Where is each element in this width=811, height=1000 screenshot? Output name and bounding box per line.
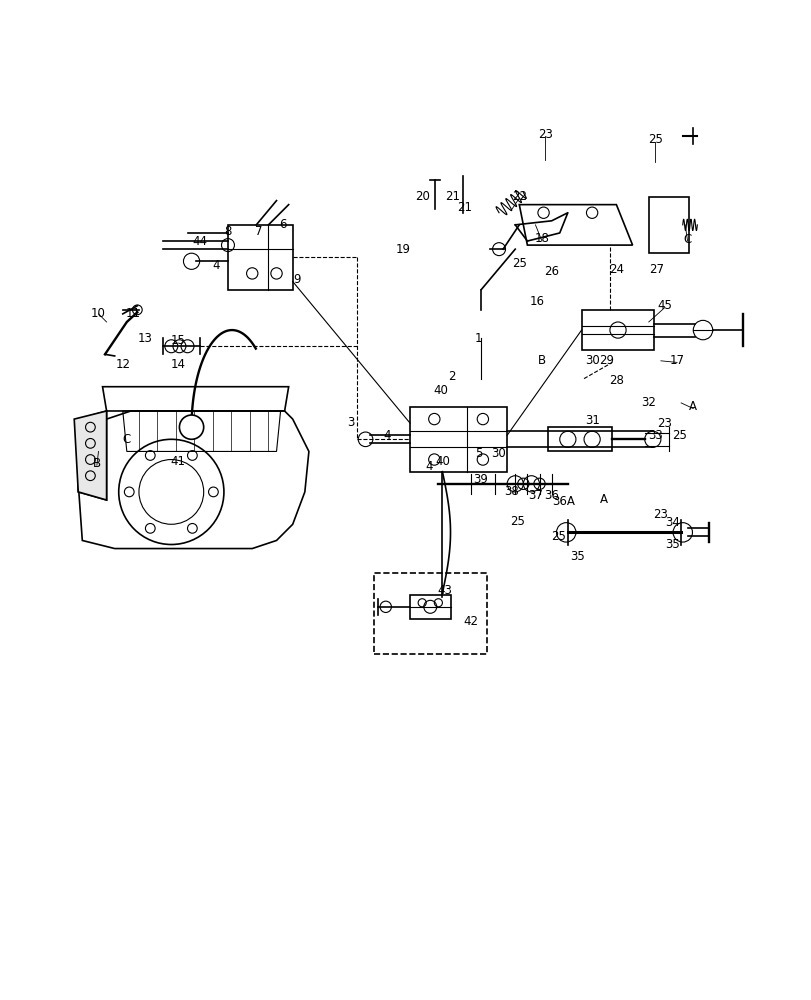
Text: 25: 25 (511, 257, 526, 270)
Text: 41: 41 (170, 455, 185, 468)
Text: B: B (537, 354, 545, 367)
Text: 7: 7 (255, 225, 262, 238)
Text: 17: 17 (669, 354, 684, 367)
Text: 39: 39 (473, 473, 487, 486)
Text: 23: 23 (537, 128, 552, 141)
Text: 4: 4 (424, 460, 432, 473)
Text: 30: 30 (584, 354, 599, 367)
Text: 15: 15 (170, 334, 185, 347)
Text: 5: 5 (474, 447, 482, 460)
Bar (373, 573, 487, 654)
Text: 28: 28 (608, 374, 623, 387)
Text: A: A (599, 493, 607, 506)
Text: 11: 11 (126, 307, 140, 320)
Text: 27: 27 (649, 263, 663, 276)
Polygon shape (74, 411, 106, 500)
Text: 8: 8 (224, 225, 231, 238)
Text: C: C (122, 433, 131, 446)
Text: C: C (683, 233, 691, 246)
Text: 29: 29 (599, 354, 613, 367)
Text: 36: 36 (543, 489, 559, 502)
Text: 38: 38 (503, 485, 518, 498)
Text: 1: 1 (474, 332, 482, 345)
Text: 32: 32 (641, 396, 655, 409)
Text: 26: 26 (543, 265, 559, 278)
Text: 21: 21 (445, 190, 460, 203)
Text: 14: 14 (170, 358, 185, 371)
Text: 18: 18 (534, 232, 549, 245)
Text: 33: 33 (647, 429, 662, 442)
Text: 4: 4 (212, 259, 219, 272)
Text: 6: 6 (279, 218, 286, 231)
Text: B: B (92, 457, 101, 470)
Text: 40: 40 (433, 384, 448, 397)
Text: 37: 37 (527, 489, 543, 502)
Text: 9: 9 (293, 273, 300, 286)
Text: 40: 40 (435, 455, 449, 468)
Text: 13: 13 (138, 332, 152, 345)
Text: 43: 43 (437, 584, 452, 597)
Text: 20: 20 (414, 190, 429, 203)
Text: 10: 10 (91, 307, 105, 320)
Text: 12: 12 (115, 358, 130, 371)
Text: 24: 24 (608, 263, 623, 276)
Text: 2: 2 (448, 370, 455, 383)
Text: 45: 45 (657, 299, 672, 312)
Text: 16: 16 (529, 295, 544, 308)
Text: 35: 35 (665, 538, 680, 551)
Text: 25: 25 (550, 530, 565, 543)
Text: 19: 19 (395, 243, 410, 256)
Text: 21: 21 (457, 201, 471, 214)
Text: 22: 22 (511, 190, 526, 203)
Text: 44: 44 (192, 235, 207, 248)
Text: 3: 3 (347, 416, 354, 429)
Text: 23: 23 (657, 417, 672, 430)
Text: 25: 25 (509, 515, 525, 528)
Text: 25: 25 (672, 429, 686, 442)
Text: A: A (689, 400, 697, 413)
Circle shape (179, 415, 204, 439)
Text: 36A: 36A (551, 495, 574, 508)
Text: 34: 34 (665, 516, 680, 529)
Text: 23: 23 (653, 508, 667, 521)
Text: 25: 25 (647, 133, 662, 146)
Text: 30: 30 (491, 447, 505, 460)
Text: 31: 31 (584, 414, 599, 427)
Text: 42: 42 (462, 615, 478, 628)
Text: 4: 4 (383, 429, 391, 442)
Text: 35: 35 (569, 550, 584, 563)
